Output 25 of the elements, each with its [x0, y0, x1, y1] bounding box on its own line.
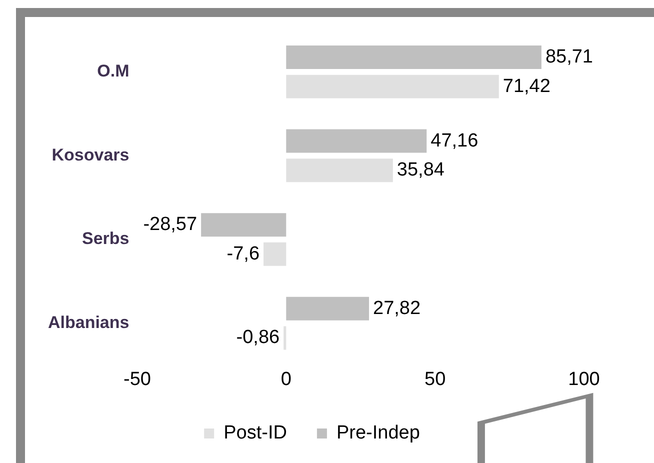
data-label: -0,86: [236, 327, 280, 348]
legend-label: Pre-Indep: [336, 422, 420, 444]
y-tick-label: Albanians: [48, 312, 130, 332]
bar: [201, 213, 286, 237]
bar: [286, 158, 393, 182]
bar: [264, 242, 286, 266]
data-label: 27,82: [373, 298, 421, 319]
data-label: 71,42: [502, 76, 550, 97]
x-tick-label: 50: [424, 368, 446, 390]
y-tick-label: O.M: [97, 62, 130, 81]
y-tick-label: Serbs: [82, 229, 130, 248]
data-label: 47,16: [430, 130, 478, 152]
x-tick-label: -50: [124, 368, 151, 390]
legend-label: Post-ID: [224, 422, 287, 444]
bar: [286, 129, 427, 153]
bar: [286, 296, 370, 320]
x-tick-label: 100: [568, 368, 600, 390]
data-label: -7,6: [226, 243, 260, 264]
data-label: -28,57: [143, 214, 198, 236]
data-label: 85,71: [545, 46, 593, 68]
bar: [286, 74, 499, 98]
data-label: 35,84: [396, 160, 445, 181]
x-tick-label: 0: [280, 368, 292, 390]
y-tick-label: Kosovars: [52, 145, 130, 164]
bar: [286, 46, 542, 69]
